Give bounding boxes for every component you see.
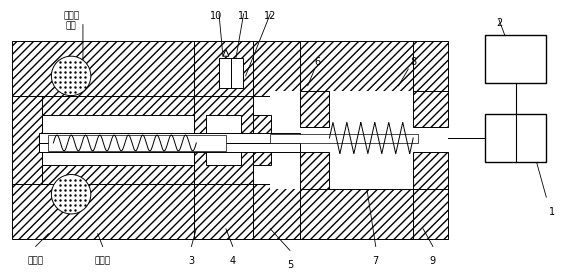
Bar	[12, 96, 41, 184]
Bar	[39, 133, 300, 143]
Bar	[253, 115, 271, 140]
Bar	[41, 165, 194, 184]
Bar	[206, 115, 241, 137]
Bar	[270, 134, 418, 143]
Bar	[206, 143, 241, 165]
Bar	[194, 96, 253, 184]
Bar	[300, 152, 329, 189]
Circle shape	[51, 175, 91, 214]
Text: 7: 7	[373, 256, 379, 266]
Text: 4: 4	[230, 256, 236, 266]
Bar	[41, 96, 194, 184]
Text: 主阀体: 主阀体	[94, 256, 111, 265]
Bar	[300, 41, 413, 91]
Bar	[253, 184, 308, 239]
Text: 12: 12	[264, 11, 276, 21]
Circle shape	[51, 56, 91, 96]
Bar	[41, 96, 194, 115]
Bar	[12, 41, 194, 96]
Text: 8: 8	[410, 57, 416, 67]
Text: 11: 11	[237, 11, 250, 21]
Bar	[413, 41, 448, 91]
Text: 3: 3	[188, 256, 195, 266]
Text: 主阀芯: 主阀芯	[28, 256, 44, 265]
Bar	[39, 143, 300, 152]
Text: 5: 5	[287, 260, 293, 270]
Text: 1: 1	[549, 207, 555, 217]
Polygon shape	[223, 49, 229, 56]
Bar	[231, 58, 242, 88]
Bar	[300, 91, 329, 127]
Text: 2: 2	[496, 18, 502, 28]
Bar	[253, 41, 308, 96]
Text: 10: 10	[210, 11, 222, 21]
Bar	[270, 91, 413, 189]
Text: 9: 9	[430, 256, 436, 266]
Bar	[485, 114, 546, 162]
Bar	[253, 140, 271, 165]
Bar	[219, 58, 231, 88]
Bar	[413, 91, 448, 127]
Text: 主阀芯
弹簧: 主阀芯 弹簧	[63, 11, 79, 30]
Bar	[485, 35, 546, 83]
Bar	[12, 184, 194, 239]
Bar	[48, 135, 226, 151]
Bar	[300, 189, 413, 239]
Text: 6: 6	[314, 57, 321, 67]
Bar	[194, 184, 253, 239]
Bar	[413, 152, 448, 189]
Bar	[194, 41, 253, 96]
Bar	[413, 189, 448, 239]
